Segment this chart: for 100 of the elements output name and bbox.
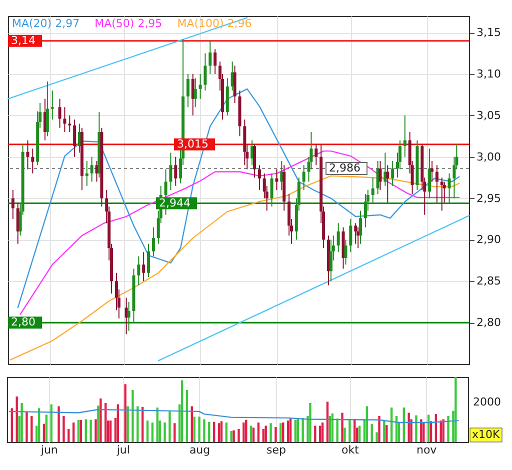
y-tick-label: 2,95 xyxy=(476,192,501,205)
candlestick xyxy=(85,160,88,186)
bar xyxy=(26,411,28,442)
candlestick xyxy=(354,222,358,244)
candlestick xyxy=(208,40,212,74)
candlestick xyxy=(214,48,217,74)
bar xyxy=(174,423,176,442)
bar xyxy=(97,406,100,442)
candlestick xyxy=(376,160,380,195)
bar xyxy=(109,420,112,442)
bar xyxy=(383,420,386,442)
bar xyxy=(242,422,245,442)
candlestick xyxy=(364,194,367,228)
bar xyxy=(341,412,344,442)
candlestick xyxy=(137,256,140,286)
candlestick xyxy=(344,239,348,266)
bar xyxy=(442,419,444,442)
bar xyxy=(238,429,240,442)
bar xyxy=(286,420,290,442)
x-tick-label: nov xyxy=(416,444,438,456)
bar xyxy=(257,422,260,442)
candlestick xyxy=(68,114,72,132)
bar xyxy=(212,422,216,442)
bar xyxy=(80,420,82,442)
bar xyxy=(454,377,457,442)
candlestick xyxy=(46,80,49,137)
bar xyxy=(151,422,154,442)
candlestick xyxy=(448,172,451,203)
bar xyxy=(386,425,388,442)
candlestick xyxy=(198,74,202,100)
bar xyxy=(376,432,378,442)
candlestick xyxy=(58,98,62,128)
bar xyxy=(100,398,102,442)
bar xyxy=(336,418,338,442)
candlestick xyxy=(124,297,128,335)
bar xyxy=(72,422,75,442)
bar xyxy=(447,416,450,442)
bar xyxy=(302,418,304,442)
bar xyxy=(208,422,210,442)
bar xyxy=(370,424,373,442)
candlestick xyxy=(270,172,274,208)
y-tick-label: 2,85 xyxy=(476,274,501,288)
text: 2000 xyxy=(473,395,501,408)
bar xyxy=(77,420,80,442)
candlestick xyxy=(314,144,318,166)
candlestick xyxy=(63,106,66,132)
y-tick-label: 3,10 xyxy=(476,68,501,80)
text: MA(20) 2,97 xyxy=(12,17,80,30)
candlestick xyxy=(169,152,172,190)
bar xyxy=(344,428,346,442)
bar xyxy=(358,426,361,442)
bar xyxy=(225,422,228,442)
bar xyxy=(126,406,129,442)
bar xyxy=(68,429,70,442)
candlestick xyxy=(336,222,340,253)
candlestick xyxy=(302,164,306,190)
candlestick xyxy=(329,239,332,282)
bar xyxy=(164,422,166,442)
x-tick-label: jul xyxy=(116,444,130,456)
bar xyxy=(124,384,126,442)
y-tick-label: 2,90 xyxy=(476,233,501,246)
bar xyxy=(408,412,410,442)
candlestick xyxy=(391,160,394,186)
bar xyxy=(274,427,277,442)
candlestick xyxy=(428,148,432,199)
candlestick xyxy=(378,160,382,190)
candlestick xyxy=(191,74,194,116)
candlestick xyxy=(440,177,444,212)
candlestick xyxy=(386,164,390,203)
bar xyxy=(193,416,196,442)
candlestick xyxy=(186,74,190,108)
bar xyxy=(203,419,206,442)
candlestick xyxy=(275,168,278,190)
bar xyxy=(62,416,65,442)
candlestick xyxy=(26,140,30,170)
candlestick xyxy=(371,177,374,203)
candlestick xyxy=(435,164,438,203)
bar xyxy=(198,416,200,442)
candlestick xyxy=(147,243,150,278)
bar xyxy=(262,429,264,442)
x-tick-label: okt xyxy=(341,444,360,456)
candlestick xyxy=(50,90,54,120)
candlestick xyxy=(258,164,261,190)
bar xyxy=(90,420,92,442)
bar xyxy=(132,390,134,442)
candlestick xyxy=(152,226,155,257)
text: MA(50) 2,95 xyxy=(94,17,162,30)
ref-line-label: 2,80 xyxy=(11,316,36,329)
y-tick-label: 3,05 xyxy=(476,108,501,122)
candlestick xyxy=(90,156,94,182)
bar xyxy=(264,426,267,442)
bar xyxy=(252,428,255,442)
x-tick-label: aug xyxy=(189,444,210,456)
bar xyxy=(20,403,23,442)
bar xyxy=(168,411,171,442)
candlestick xyxy=(403,114,406,158)
bar xyxy=(230,430,232,442)
candlestick xyxy=(142,252,146,282)
bar xyxy=(321,422,324,442)
bar xyxy=(280,423,282,442)
